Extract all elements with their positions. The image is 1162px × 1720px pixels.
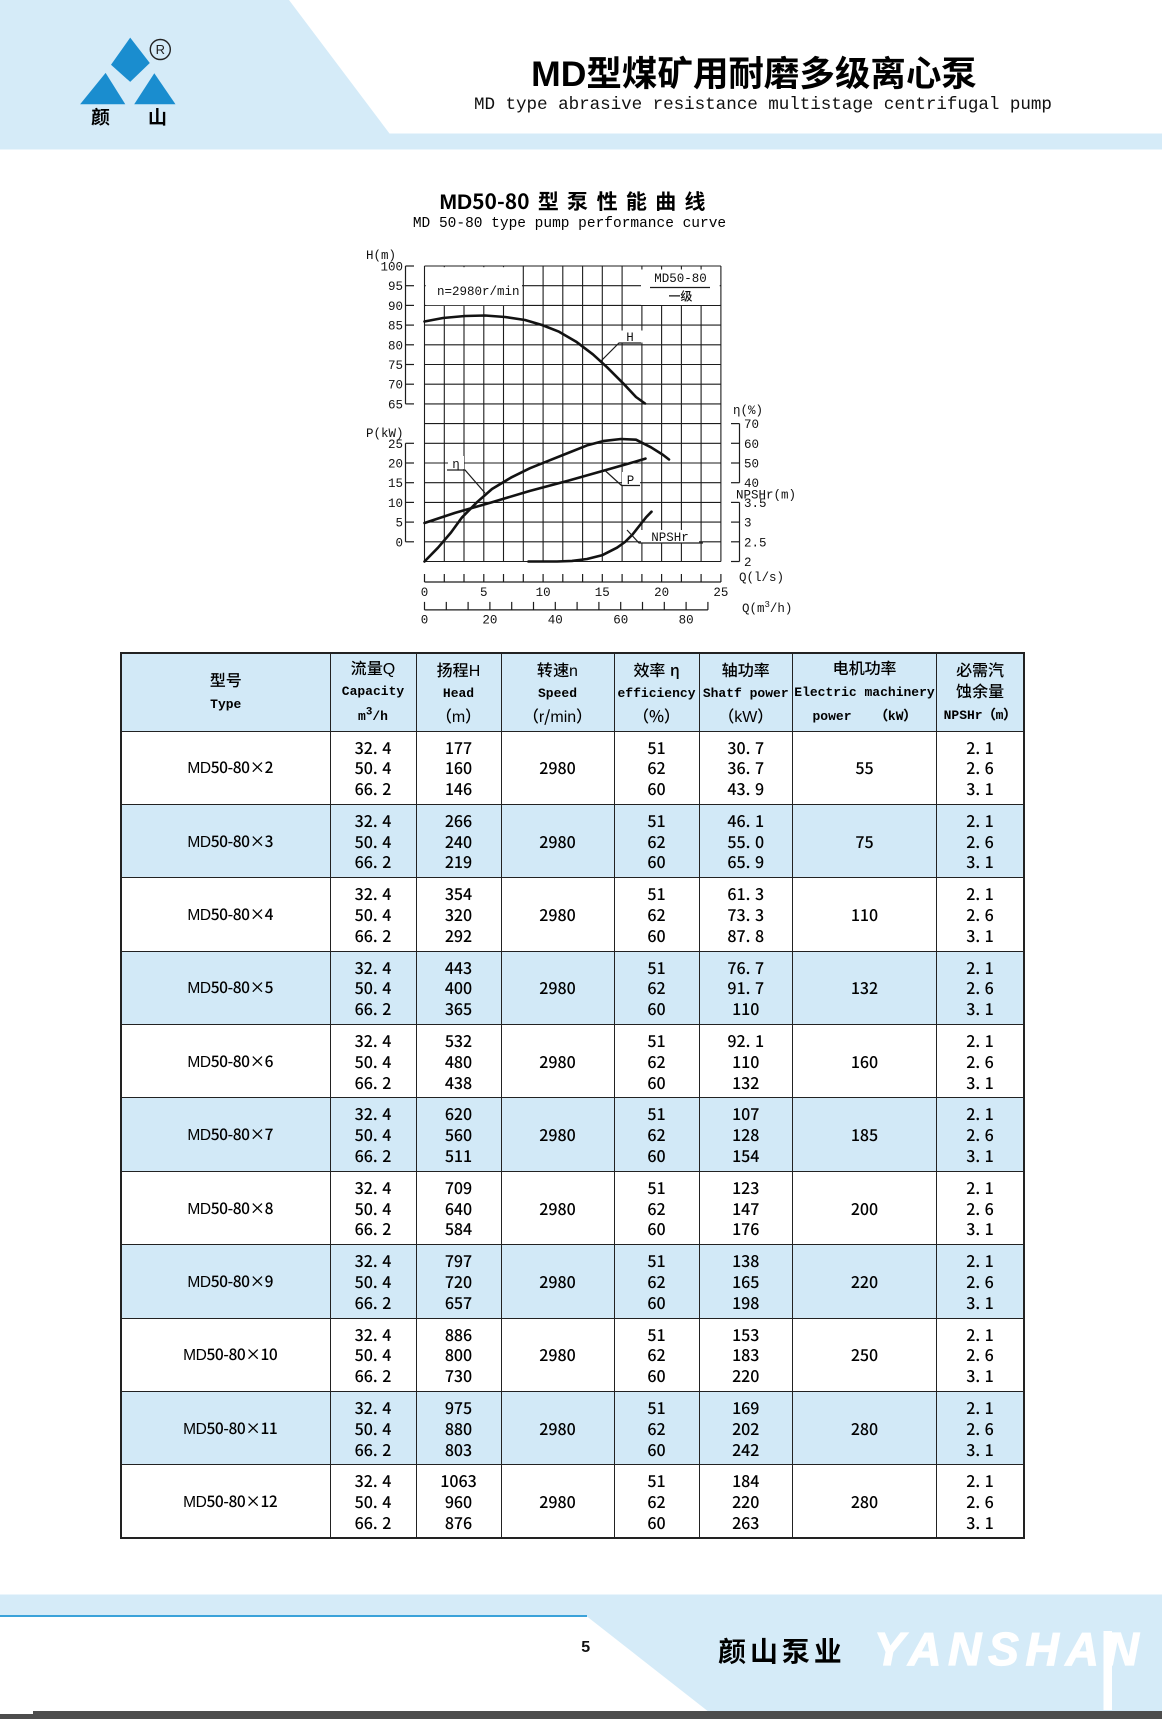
svg-text:60: 60	[744, 438, 759, 452]
svg-text:100: 100	[380, 261, 403, 275]
svg-text:70: 70	[744, 418, 759, 432]
svg-text:颜: 颜	[91, 103, 110, 130]
svg-text:60: 60	[613, 614, 628, 628]
svg-text:0: 0	[421, 586, 429, 600]
svg-text:95: 95	[388, 280, 403, 294]
svg-text:15: 15	[388, 477, 403, 491]
svg-text:80: 80	[679, 614, 694, 628]
svg-text:3.5: 3.5	[744, 497, 767, 511]
svg-text:20: 20	[654, 586, 669, 600]
svg-text:P: P	[627, 474, 635, 488]
svg-text:NPSHr(m): NPSHr(m)	[736, 489, 796, 503]
svg-text:25: 25	[713, 586, 728, 600]
svg-text:40: 40	[744, 477, 759, 491]
svg-text:20: 20	[388, 458, 403, 472]
svg-text:3: 3	[744, 517, 752, 531]
svg-text:5: 5	[581, 1639, 590, 1656]
svg-text:40: 40	[548, 614, 563, 628]
svg-text:10: 10	[388, 497, 403, 511]
svg-text:一级: 一级	[668, 288, 692, 305]
svg-text:H(m): H(m)	[366, 249, 396, 263]
svg-text:75: 75	[388, 359, 403, 373]
svg-text:Q(l/s): Q(l/s)	[739, 571, 784, 585]
svg-text:YANSHAN: YANSHAN	[874, 1623, 1146, 1675]
svg-text:5: 5	[480, 586, 488, 600]
svg-text:90: 90	[388, 300, 403, 314]
svg-text:NPSHr: NPSHr	[651, 531, 689, 545]
svg-text:70: 70	[388, 379, 403, 393]
svg-text:R: R	[156, 42, 165, 57]
svg-text:20: 20	[482, 614, 497, 628]
svg-text:25: 25	[388, 438, 403, 452]
svg-text:η(%): η(%)	[733, 404, 763, 418]
svg-text:Q(m3/h): Q(m3/h)	[742, 600, 792, 616]
svg-text:颜山泵业: 颜山泵业	[718, 1631, 846, 1671]
svg-text:0: 0	[395, 536, 403, 550]
svg-text:η: η	[452, 458, 460, 472]
svg-text:15: 15	[595, 586, 610, 600]
svg-text:山: 山	[148, 103, 167, 130]
svg-text:2: 2	[744, 556, 752, 570]
svg-text:65: 65	[388, 398, 403, 412]
svg-text:MD50-80: MD50-80	[654, 272, 707, 286]
svg-text:n=2980r/min: n=2980r/min	[437, 285, 520, 299]
svg-text:10: 10	[536, 586, 551, 600]
svg-text:80: 80	[388, 339, 403, 353]
svg-text:H: H	[626, 331, 634, 345]
svg-text:50: 50	[744, 458, 759, 472]
svg-text:2.5: 2.5	[744, 536, 767, 550]
svg-text:85: 85	[388, 320, 403, 334]
svg-text:P(kW): P(kW)	[366, 427, 404, 441]
svg-text:5: 5	[395, 517, 403, 531]
svg-text:0: 0	[421, 614, 429, 628]
